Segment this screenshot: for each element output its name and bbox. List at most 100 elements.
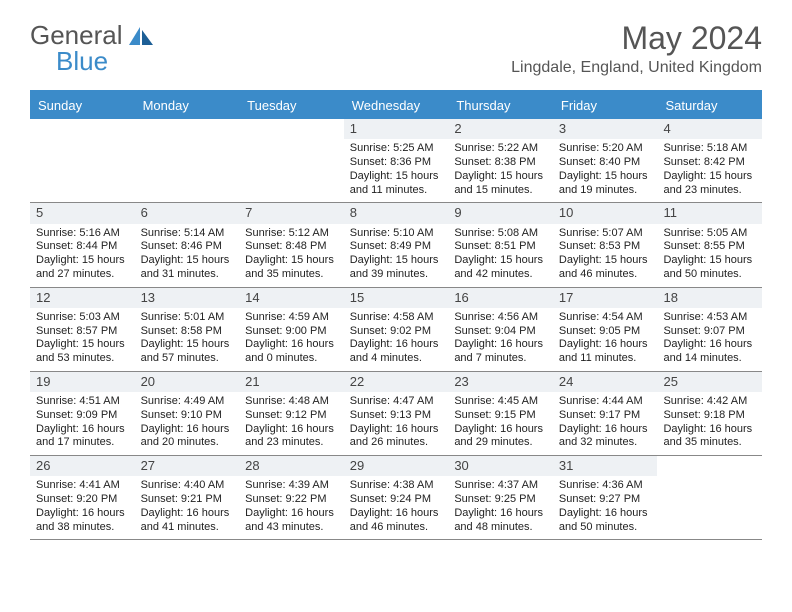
sunset-line: Sunset: 8:51 PM <box>454 240 547 254</box>
sunset-line: Sunset: 8:40 PM <box>559 156 652 170</box>
daylight-line: Daylight: 16 hours <box>141 507 234 521</box>
brand-blue-wrap: Blue <box>56 46 108 77</box>
sunset-line: Sunset: 9:12 PM <box>245 409 338 423</box>
sunrise-line: Sunrise: 4:59 AM <box>245 311 338 325</box>
sunset-line: Sunset: 9:02 PM <box>350 325 443 339</box>
sunset-line: Sunset: 9:25 PM <box>454 493 547 507</box>
daylight-line: Daylight: 15 hours <box>663 170 756 184</box>
daylight-line: and 29 minutes. <box>454 436 547 450</box>
day-cell: 14Sunrise: 4:59 AMSunset: 9:00 PMDayligh… <box>239 288 344 371</box>
sunset-line: Sunset: 8:53 PM <box>559 240 652 254</box>
daylight-line: and 48 minutes. <box>454 521 547 535</box>
day-number: 24 <box>553 372 658 392</box>
sunrise-line: Sunrise: 5:05 AM <box>663 227 756 241</box>
daylight-line: Daylight: 16 hours <box>141 423 234 437</box>
sunrise-line: Sunrise: 5:20 AM <box>559 142 652 156</box>
day-cell-empty <box>239 119 344 202</box>
daylight-line: and 38 minutes. <box>36 521 129 535</box>
sunrise-line: Sunrise: 4:56 AM <box>454 311 547 325</box>
day-number: 8 <box>344 203 449 223</box>
daylight-line: Daylight: 16 hours <box>350 423 443 437</box>
daylight-line: and 11 minutes. <box>559 352 652 366</box>
sunrise-line: Sunrise: 4:54 AM <box>559 311 652 325</box>
sunset-line: Sunset: 8:38 PM <box>454 156 547 170</box>
day-cell: 31Sunrise: 4:36 AMSunset: 9:27 PMDayligh… <box>553 456 658 539</box>
weeks-container: 1Sunrise: 5:25 AMSunset: 8:36 PMDaylight… <box>30 119 762 540</box>
month-title: May 2024 <box>511 20 762 57</box>
sunset-line: Sunset: 8:57 PM <box>36 325 129 339</box>
day-number: 23 <box>448 372 553 392</box>
day-number: 30 <box>448 456 553 476</box>
daylight-line: Daylight: 16 hours <box>36 507 129 521</box>
daylight-line: Daylight: 16 hours <box>454 507 547 521</box>
day-cell: 2Sunrise: 5:22 AMSunset: 8:38 PMDaylight… <box>448 119 553 202</box>
sunrise-line: Sunrise: 4:58 AM <box>350 311 443 325</box>
daylight-line: and 11 minutes. <box>350 184 443 198</box>
sunset-line: Sunset: 8:44 PM <box>36 240 129 254</box>
week-row: 5Sunrise: 5:16 AMSunset: 8:44 PMDaylight… <box>30 203 762 287</box>
brand-blue: Blue <box>56 46 108 76</box>
sunset-line: Sunset: 9:21 PM <box>141 493 234 507</box>
dayhead-sunday: Sunday <box>30 92 135 119</box>
sunset-line: Sunset: 8:49 PM <box>350 240 443 254</box>
daylight-line: and 0 minutes. <box>245 352 338 366</box>
sunset-line: Sunset: 9:09 PM <box>36 409 129 423</box>
sunset-line: Sunset: 8:58 PM <box>141 325 234 339</box>
daylight-line: and 46 minutes. <box>350 521 443 535</box>
daylight-line: and 7 minutes. <box>454 352 547 366</box>
day-number: 26 <box>30 456 135 476</box>
sunset-line: Sunset: 9:00 PM <box>245 325 338 339</box>
sunrise-line: Sunrise: 4:36 AM <box>559 479 652 493</box>
sunrise-line: Sunrise: 4:44 AM <box>559 395 652 409</box>
sunset-line: Sunset: 9:18 PM <box>663 409 756 423</box>
sunset-line: Sunset: 9:15 PM <box>454 409 547 423</box>
sunset-line: Sunset: 9:04 PM <box>454 325 547 339</box>
daylight-line: Daylight: 16 hours <box>350 507 443 521</box>
day-number: 27 <box>135 456 240 476</box>
day-cell: 7Sunrise: 5:12 AMSunset: 8:48 PMDaylight… <box>239 203 344 286</box>
daylight-line: Daylight: 15 hours <box>141 254 234 268</box>
day-cell: 1Sunrise: 5:25 AMSunset: 8:36 PMDaylight… <box>344 119 449 202</box>
sunrise-line: Sunrise: 5:22 AM <box>454 142 547 156</box>
day-number: 9 <box>448 203 553 223</box>
sunrise-line: Sunrise: 5:08 AM <box>454 227 547 241</box>
sunrise-line: Sunrise: 5:14 AM <box>141 227 234 241</box>
sunrise-line: Sunrise: 4:48 AM <box>245 395 338 409</box>
sunset-line: Sunset: 9:05 PM <box>559 325 652 339</box>
dayhead-row: Sunday Monday Tuesday Wednesday Thursday… <box>30 92 762 119</box>
sunrise-line: Sunrise: 4:39 AM <box>245 479 338 493</box>
day-number: 12 <box>30 288 135 308</box>
sunrise-line: Sunrise: 4:47 AM <box>350 395 443 409</box>
sunrise-line: Sunrise: 4:49 AM <box>141 395 234 409</box>
sunrise-line: Sunrise: 5:07 AM <box>559 227 652 241</box>
daylight-line: Daylight: 16 hours <box>245 338 338 352</box>
daylight-line: and 43 minutes. <box>245 521 338 535</box>
day-number: 7 <box>239 203 344 223</box>
day-cell: 21Sunrise: 4:48 AMSunset: 9:12 PMDayligh… <box>239 372 344 455</box>
day-cell: 30Sunrise: 4:37 AMSunset: 9:25 PMDayligh… <box>448 456 553 539</box>
day-cell: 22Sunrise: 4:47 AMSunset: 9:13 PMDayligh… <box>344 372 449 455</box>
sunrise-line: Sunrise: 5:12 AM <box>245 227 338 241</box>
daylight-line: and 20 minutes. <box>141 436 234 450</box>
daylight-line: and 32 minutes. <box>559 436 652 450</box>
day-number: 20 <box>135 372 240 392</box>
daylight-line: Daylight: 15 hours <box>350 170 443 184</box>
daylight-line: Daylight: 15 hours <box>454 254 547 268</box>
day-cell: 11Sunrise: 5:05 AMSunset: 8:55 PMDayligh… <box>657 203 762 286</box>
daylight-line: Daylight: 16 hours <box>350 338 443 352</box>
day-cell: 9 Sunrise: 5:08 AMSunset: 8:51 PMDaylight… <box>448 203 553 286</box>
daylight-line: Daylight: 15 hours <box>559 170 652 184</box>
sunrise-line: Sunrise: 4:42 AM <box>663 395 756 409</box>
sunrise-line: Sunrise: 5:10 AM <box>350 227 443 241</box>
day-cell: 26Sunrise: 4:41 AMSunset: 9:20 PMDayligh… <box>30 456 135 539</box>
dayhead-tuesday: Tuesday <box>239 92 344 119</box>
dayhead-thursday: Thursday <box>448 92 553 119</box>
day-number: 5 <box>30 203 135 223</box>
day-number: 10 <box>553 203 658 223</box>
week-row: 12Sunrise: 5:03 AMSunset: 8:57 PMDayligh… <box>30 288 762 372</box>
daylight-line: Daylight: 16 hours <box>36 423 129 437</box>
day-cell-empty <box>135 119 240 202</box>
sunset-line: Sunset: 9:22 PM <box>245 493 338 507</box>
day-number: 1 <box>344 119 449 139</box>
sunrise-line: Sunrise: 5:25 AM <box>350 142 443 156</box>
